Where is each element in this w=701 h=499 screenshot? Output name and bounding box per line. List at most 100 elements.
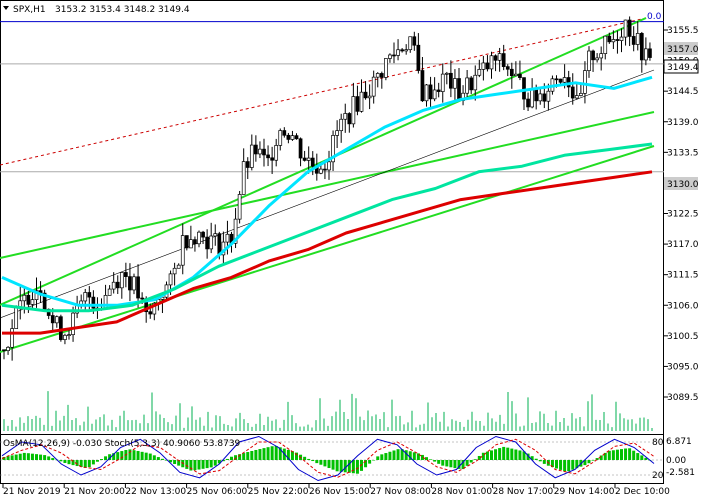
osma-bar — [404, 450, 408, 460]
candle-body — [286, 134, 291, 140]
osma-bar — [189, 460, 193, 471]
candle-body — [34, 290, 39, 301]
level-tag-top-bg — [664, 42, 698, 55]
osma-bar — [225, 458, 229, 460]
osma-bar — [91, 460, 95, 465]
osma-bar — [104, 456, 108, 460]
ohlc-readout: 3153.2 3153.4 3148.2 3149.4 — [55, 5, 190, 15]
candle-body — [449, 72, 453, 89]
osma-bar — [632, 450, 636, 460]
osma-bar — [376, 456, 380, 460]
osma-bar — [295, 452, 298, 460]
collapse-triangle-icon[interactable] — [3, 6, 9, 10]
candle-body — [67, 334, 71, 337]
candle-body — [416, 44, 421, 71]
candle-body — [591, 50, 595, 61]
osma-bar — [112, 453, 116, 460]
candle-body — [440, 73, 445, 92]
candle-body — [343, 113, 348, 120]
candle-body — [396, 49, 400, 56]
candle-body — [379, 73, 384, 78]
channel-lower-line[interactable] — [0, 145, 655, 353]
osma-bar — [465, 460, 469, 466]
candle-body — [189, 239, 193, 249]
osma-bar — [339, 460, 343, 472]
candle-body — [639, 33, 644, 61]
candle-body — [607, 35, 612, 43]
osma-bar — [18, 453, 22, 460]
osma-bar — [87, 460, 91, 468]
osma-bar — [165, 460, 168, 461]
osma-bar — [457, 460, 461, 469]
candle-body — [2, 349, 6, 352]
indicator-tick-label: 80 — [652, 438, 664, 448]
osma-bar — [494, 449, 498, 460]
osma-bar — [152, 455, 156, 460]
candle-body — [107, 288, 112, 296]
osma-bar — [429, 459, 433, 460]
candle-body — [298, 138, 303, 159]
osma-bar — [550, 460, 554, 468]
candle-body — [469, 77, 474, 91]
candle-body — [558, 78, 563, 83]
candle-body — [225, 233, 230, 243]
osma-bar — [396, 449, 400, 460]
time-tick-label: 28 Nov 17:00 — [493, 487, 554, 497]
candle-body — [111, 281, 116, 290]
osma-bar — [278, 447, 282, 460]
candle-body — [530, 88, 534, 108]
osma-bar — [75, 460, 79, 467]
indicator-label: OsMA(12,26,9) -0.030 Stoch(5,3,3) 40.906… — [3, 439, 241, 449]
osma-bar — [100, 459, 103, 460]
candle-body — [522, 77, 526, 100]
price-tick-label: 3095.0 — [667, 362, 699, 372]
osma-bar — [274, 446, 278, 460]
osma-bar — [611, 450, 615, 460]
candle-body — [274, 145, 279, 161]
trend-thin-line[interactable] — [0, 69, 655, 319]
candle-body — [497, 53, 502, 61]
candle-body — [148, 311, 153, 315]
osma-bar — [10, 455, 14, 460]
candle-body — [619, 36, 624, 41]
candle-body — [59, 316, 63, 340]
resistance-dashed-line[interactable] — [0, 17, 647, 166]
candle-body — [493, 55, 498, 61]
candle-body — [648, 48, 652, 58]
candle-body — [270, 157, 274, 161]
candle-body — [327, 161, 331, 171]
candle-body — [347, 113, 352, 125]
candle-body — [124, 272, 128, 277]
osma-bar — [526, 453, 530, 460]
candle-body — [355, 96, 360, 112]
candle-body — [306, 157, 311, 161]
osma-bar — [615, 449, 619, 460]
candle-body — [587, 50, 591, 71]
time-tick-label: 27 Nov 08:00 — [370, 487, 431, 497]
osma-bar — [173, 460, 177, 464]
price-tick-label: 3144.5 — [667, 87, 699, 97]
osma-bar — [156, 457, 160, 460]
candle-body — [384, 58, 388, 78]
osma-bar — [30, 453, 34, 460]
osma-bar — [67, 460, 71, 465]
osma-bar — [250, 450, 254, 460]
osma-bar — [538, 460, 542, 462]
candle-body — [579, 93, 583, 96]
osma-bar — [307, 458, 311, 460]
osma-bar — [575, 460, 579, 469]
osma-bar — [510, 448, 514, 460]
stoch-main-line — [1, 435, 655, 482]
osma-bar — [506, 447, 510, 460]
candle-body — [518, 73, 522, 78]
osma-bar — [392, 450, 396, 460]
osma-bar — [205, 460, 209, 469]
candle-body — [282, 130, 287, 136]
candle-body — [436, 89, 441, 92]
osma-bar — [132, 450, 136, 460]
channel-mid-line[interactable] — [0, 111, 655, 259]
osma-bar — [437, 460, 441, 464]
candle-body — [197, 231, 201, 245]
